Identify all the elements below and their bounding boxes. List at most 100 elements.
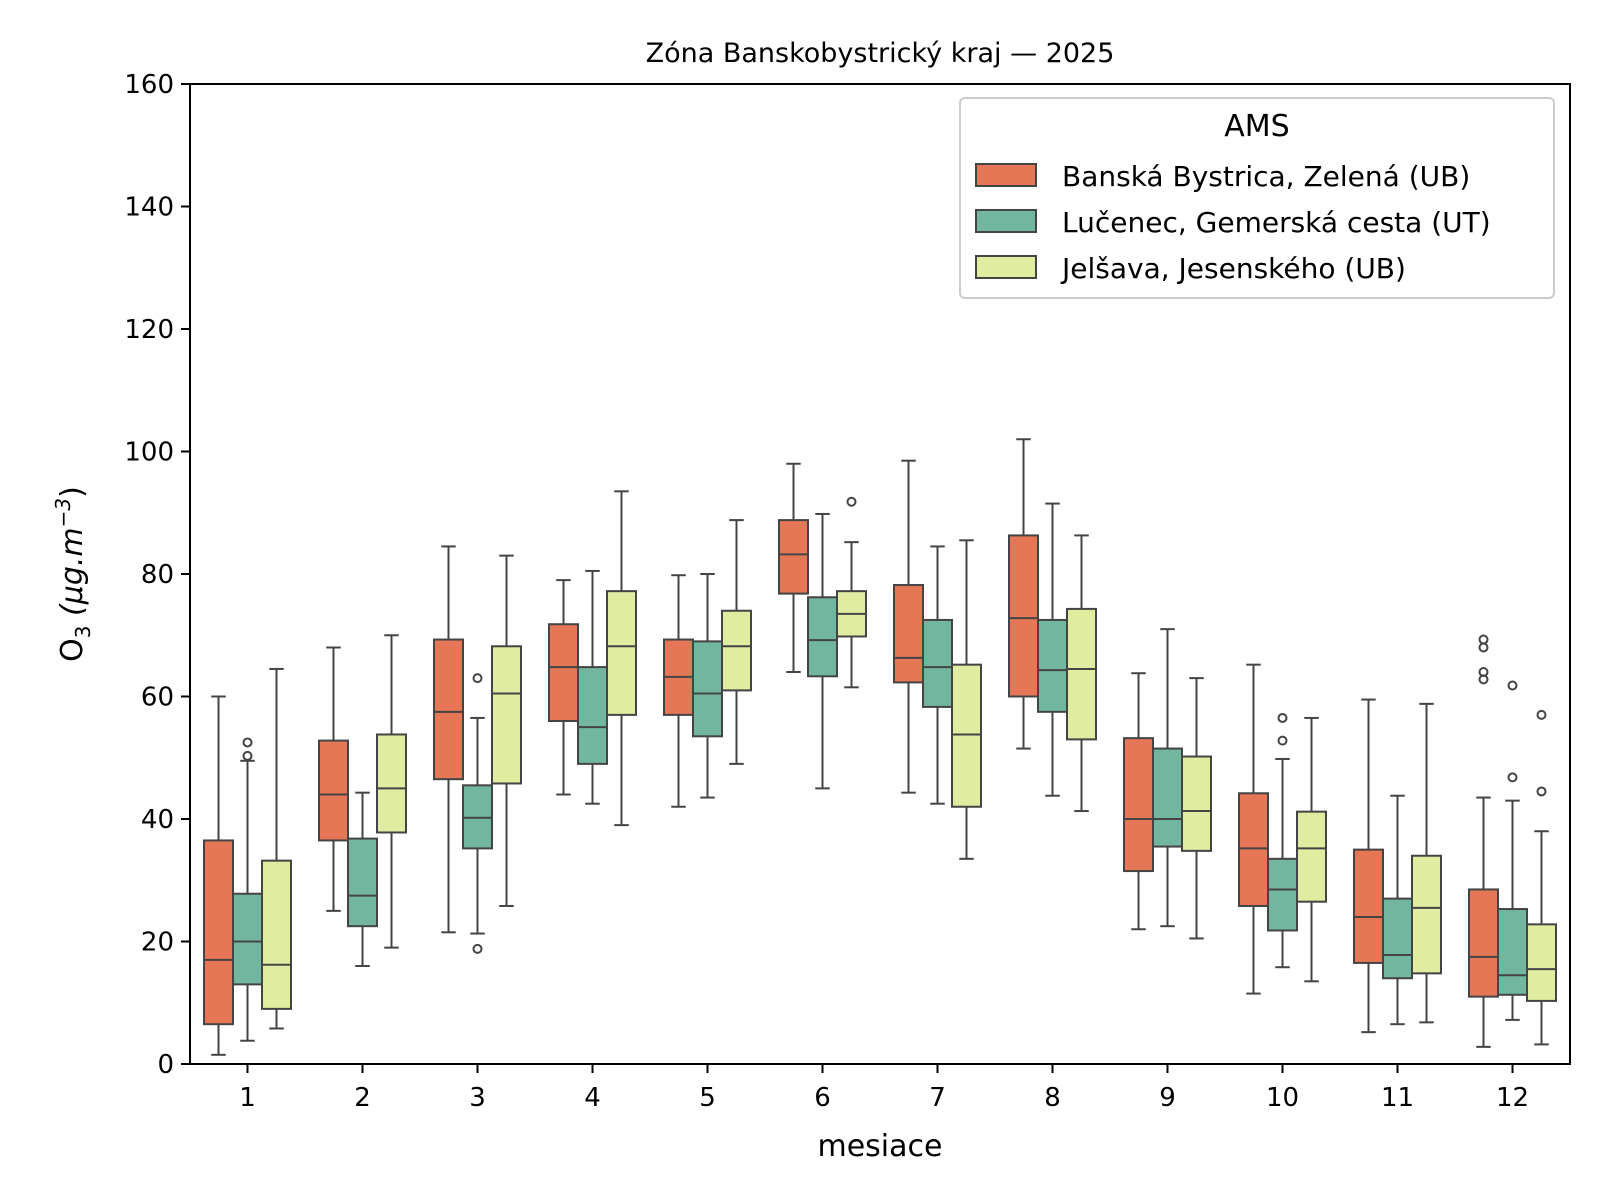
box-3-month-7 bbox=[951, 539, 982, 860]
x-tick-label: 7 bbox=[929, 1083, 946, 1113]
x-tick-label: 2 bbox=[354, 1083, 371, 1113]
outlier-point bbox=[1478, 667, 1489, 677]
box-iqr bbox=[577, 666, 608, 765]
outlier-point bbox=[1478, 642, 1489, 653]
legend-swatch-3 bbox=[975, 255, 1037, 279]
box-iqr bbox=[893, 584, 924, 684]
y-tick-label: 40 bbox=[141, 805, 174, 835]
box-iqr bbox=[692, 640, 723, 738]
box-iqr bbox=[1296, 810, 1327, 903]
x-tick-label: 10 bbox=[1266, 1083, 1299, 1113]
box-3-month-5 bbox=[721, 519, 752, 765]
y-axis-label-close: ) bbox=[55, 486, 90, 498]
box-iqr bbox=[1267, 857, 1298, 932]
box-2-month-2 bbox=[347, 791, 378, 967]
box-iqr bbox=[922, 618, 953, 708]
box-1-month-1 bbox=[203, 695, 234, 1056]
box-iqr bbox=[1238, 792, 1269, 907]
box-2-month-10 bbox=[1267, 712, 1298, 969]
box-3-month-1 bbox=[261, 667, 292, 1030]
box-iqr bbox=[1008, 534, 1039, 698]
box-1-month-4 bbox=[548, 579, 579, 796]
boxes-layer bbox=[203, 438, 1557, 1056]
legend-swatch-1 bbox=[975, 163, 1037, 187]
box-3-month-2 bbox=[376, 634, 407, 949]
box-iqr bbox=[491, 645, 522, 785]
outlier-point bbox=[1507, 680, 1518, 691]
y-axis-label-main: O bbox=[55, 638, 90, 662]
box-1-month-6 bbox=[778, 462, 809, 673]
box-iqr bbox=[347, 837, 378, 928]
legend-label-2: Lučenec, Gemerská cesta (UT) bbox=[1062, 206, 1491, 239]
outlier-point bbox=[846, 496, 857, 507]
outlier-point bbox=[1277, 712, 1288, 723]
box-iqr bbox=[1411, 854, 1442, 975]
y-axis-label-sub: 3 bbox=[71, 625, 95, 638]
outlier-point bbox=[1536, 786, 1547, 797]
box-iqr bbox=[1037, 618, 1068, 713]
x-tick-label: 3 bbox=[469, 1083, 486, 1113]
box-iqr bbox=[1123, 737, 1154, 873]
box-3-month-12 bbox=[1526, 709, 1557, 1046]
outlier-point bbox=[1507, 772, 1518, 783]
box-iqr bbox=[807, 596, 838, 678]
legend-swatch-2 bbox=[975, 209, 1037, 233]
outlier-point bbox=[472, 673, 483, 684]
x-tick-label: 9 bbox=[1159, 1083, 1176, 1113]
box-1-month-3 bbox=[433, 545, 464, 934]
y-tick-label: 100 bbox=[124, 438, 174, 468]
box-iqr bbox=[951, 663, 982, 808]
outlier-point bbox=[472, 943, 483, 954]
x-axis: 1 2 3 4 5 6 7 8 9 10 11 12 bbox=[239, 1064, 1529, 1113]
y-tick-label: 20 bbox=[141, 928, 174, 958]
box-iqr bbox=[1152, 747, 1183, 848]
outlier-point bbox=[242, 750, 253, 761]
box-1-month-9 bbox=[1123, 672, 1154, 931]
plot-frame bbox=[189, 83, 1571, 1065]
x-tick-label: 4 bbox=[584, 1083, 601, 1113]
box-3-month-9 bbox=[1181, 677, 1212, 940]
x-axis-label: mesiace bbox=[818, 1129, 943, 1164]
svg-text:O3 (μg.m−3): O3 (μg.m−3) bbox=[51, 486, 95, 662]
box-iqr bbox=[606, 590, 637, 716]
box-iqr bbox=[1526, 923, 1557, 1002]
box-iqr bbox=[261, 859, 292, 1010]
y-axis-label-unit: (μg.m bbox=[55, 527, 90, 616]
y-tick-label: 160 bbox=[124, 70, 174, 100]
box-2-month-12 bbox=[1497, 680, 1528, 1021]
outlier-point bbox=[1536, 709, 1547, 720]
legend-label-1: Banská Bystrica, Zelená (UB) bbox=[1062, 160, 1470, 193]
box-1-month-8 bbox=[1008, 438, 1039, 750]
box-3-month-10 bbox=[1296, 716, 1327, 983]
y-tick-label: 80 bbox=[141, 560, 174, 590]
y-axis-label-sup: −3 bbox=[51, 498, 75, 527]
box-1-month-2 bbox=[318, 646, 349, 912]
y-tick-label: 0 bbox=[157, 1050, 174, 1080]
box-iqr bbox=[433, 638, 464, 781]
box-3-month-4 bbox=[606, 490, 637, 827]
box-2-month-8 bbox=[1037, 502, 1068, 797]
box-1-month-7 bbox=[893, 459, 924, 794]
x-tick-label: 11 bbox=[1381, 1083, 1414, 1113]
legend-title: AMS bbox=[1224, 109, 1289, 144]
x-tick-label: 1 bbox=[239, 1083, 256, 1113]
box-1-month-10 bbox=[1238, 663, 1269, 995]
box-iqr bbox=[232, 892, 263, 986]
y-tick-label: 60 bbox=[141, 683, 174, 713]
outlier-point bbox=[242, 737, 253, 748]
box-3-month-6 bbox=[836, 496, 867, 689]
box-1-month-11 bbox=[1353, 698, 1384, 1034]
box-2-month-5 bbox=[692, 573, 723, 799]
y-axis-label: O3 (μg.m−3) bbox=[51, 486, 95, 662]
box-3-month-11 bbox=[1411, 702, 1442, 1024]
box-iqr bbox=[721, 609, 752, 692]
box-iqr bbox=[318, 739, 349, 842]
box-2-month-4 bbox=[577, 569, 608, 805]
legend-frame bbox=[959, 97, 1555, 299]
outlier-point bbox=[1277, 735, 1288, 746]
legend: AMS Banská Bystrica, Zelená (UB) Lučenec,… bbox=[959, 97, 1555, 299]
box-iqr bbox=[376, 733, 407, 834]
box-3-month-3 bbox=[491, 554, 522, 907]
